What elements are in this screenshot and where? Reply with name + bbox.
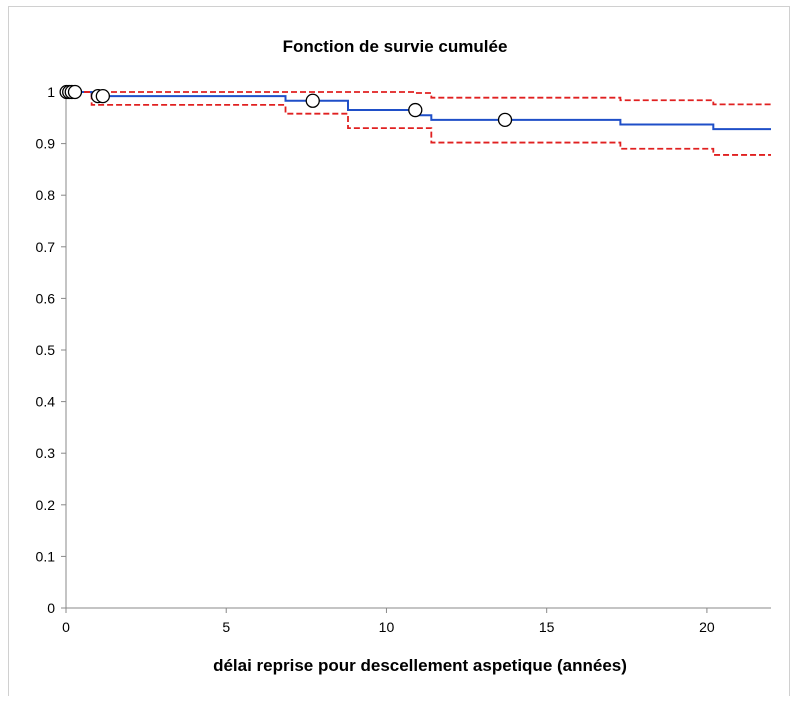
confidence-bound-2	[66, 91, 771, 106]
censor-markers	[59, 84, 513, 128]
censor-marker	[408, 102, 423, 118]
y-ticks: 0 0.1 0.2 0.3 0.4 0.5 0.6 0.7 0.8 0.9 1	[36, 84, 66, 616]
x-tick-label: 20	[699, 619, 715, 635]
confidence-bound-1	[66, 91, 771, 156]
y-tick-label: 0.4	[36, 394, 56, 410]
y-tick-label: 0.9	[36, 136, 56, 152]
survival-chart: Fonction de survie cumulée 0 0.1 0.2 0.3 0.4…	[36, 37, 771, 675]
chart-title: Fonction de survie cumulée	[283, 37, 508, 56]
x-tick-label: 15	[539, 619, 555, 635]
x-ticks: 0 5 10 15 20	[62, 608, 715, 635]
chart-frame: Fonction de survie cumulée 0 0.1 0.2 0.3 0.4…	[8, 6, 790, 696]
y-tick-label: 0	[47, 600, 55, 616]
y-tick-label: 0.7	[36, 239, 56, 255]
y-tick-label: 0.8	[36, 187, 56, 203]
y-tick-label: 1	[47, 84, 55, 100]
x-tick-label: 10	[379, 619, 395, 635]
censor-marker	[67, 84, 83, 100]
x-axis-label: délai reprise pour descellement aspetiqu…	[213, 656, 627, 675]
y-tick-label: 0.3	[36, 445, 56, 461]
series-layer	[66, 91, 771, 156]
plot-area: 0 0.1 0.2 0.3 0.4 0.5 0.6 0.7 0.8 0.9 1 0 5 10 15 20	[36, 84, 771, 635]
y-tick-label: 0.1	[36, 548, 56, 564]
y-tick-label: 0.6	[36, 290, 56, 306]
censor-marker	[95, 88, 111, 104]
y-tick-label: 0.5	[36, 342, 56, 358]
censor-marker	[497, 112, 513, 128]
x-tick-label: 5	[222, 619, 230, 635]
y-tick-label: 0.2	[36, 497, 56, 513]
x-tick-label: 0	[62, 619, 70, 635]
censor-marker	[305, 93, 320, 108]
